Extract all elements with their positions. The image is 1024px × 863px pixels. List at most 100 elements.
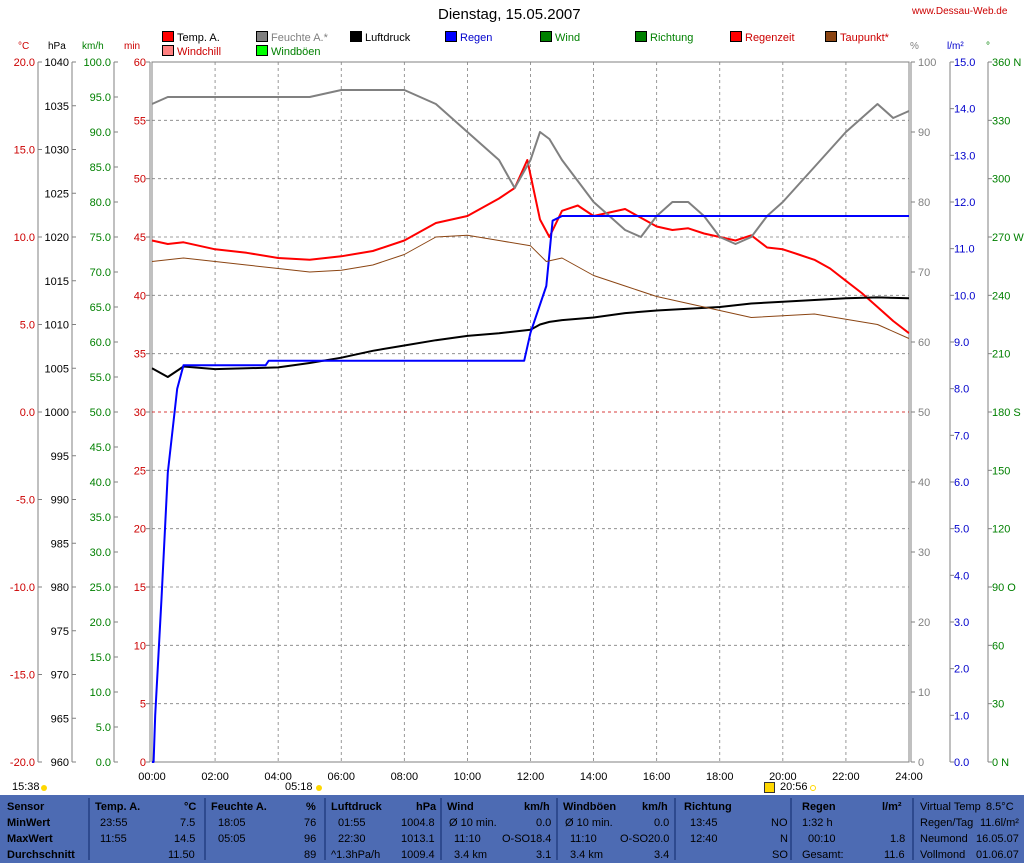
legend-taupunkt-label: Taupunkt* <box>840 32 889 44</box>
stats-richtung-column: Richtung 13:45 NO 12:40 N SO <box>678 795 790 863</box>
x-tick-label: 24:00 <box>895 771 923 780</box>
rain-axis-tick-label: 7.0 <box>954 430 969 442</box>
pressure-axis-tick-label: 1005 <box>45 363 69 375</box>
stats-separator <box>88 798 90 860</box>
legend-windboeen-label: Windböen <box>271 46 321 58</box>
stats-row-avg-label: Durchschnitt <box>7 849 75 861</box>
temp-axis-tick-label: -5.0 <box>16 495 35 507</box>
temp-axis-tick-label: 20.0 <box>14 57 35 69</box>
stats-windboeen-avg-value: 3.4 <box>654 849 670 861</box>
stats-sensor-column: Sensor MinWert MaxWert Durchschnitt <box>0 795 88 863</box>
stats-luftdruck-avg-value: 1009.4 <box>401 849 435 861</box>
stats-temp-max-value: 14.5 <box>174 833 196 845</box>
pressure-axis-tick-label: 995 <box>51 451 69 463</box>
stats-wind-max-value: 18.4 <box>530 833 552 845</box>
moon-icon <box>764 782 775 793</box>
direction-axis-tick-label: 210 <box>992 349 1010 361</box>
rain-axis-tick-label: 8.0 <box>954 384 969 396</box>
stats-luftdruck-min-value: 1004.8 <box>401 817 435 829</box>
stats-feuchte-min-time: 18:05 <box>218 817 246 829</box>
legend-feuchte: Feuchte A.* <box>256 31 328 44</box>
x-tick-label: 16:00 <box>643 771 671 780</box>
unit-temp: °C <box>18 41 30 52</box>
stats-regen-total-value: 11.6 <box>884 849 905 861</box>
wind-axis-tick-label: 55.0 <box>90 372 111 384</box>
stats-neumond-label: Neumond <box>920 833 968 845</box>
x-tick-label: 10:00 <box>454 771 482 780</box>
x-tick-label: 08:00 <box>391 771 419 780</box>
stats-richtung-min-dir: NO <box>771 817 788 829</box>
stats-temp-unit: °C <box>184 801 197 813</box>
stats-richtung-min-time: 13:45 <box>690 817 718 829</box>
direction-axis-tick-label: 360 N <box>992 57 1021 69</box>
stats-regen-tag-label: Regen/Tag <box>920 817 974 829</box>
time-marker-row: 15:38 05:18 20:56 <box>0 780 1024 795</box>
stats-temp-min-value: 7.5 <box>180 817 196 829</box>
stats-windboeen-max-time: 11:10 <box>570 833 597 845</box>
stats-luftdruck-max-time: 22:30 <box>338 833 366 845</box>
stats-temp-head: Temp. A. <box>95 801 141 813</box>
wind-axis-tick-label: 15.0 <box>90 652 111 664</box>
stats-richtung-head: Richtung <box>684 801 732 813</box>
pressure-axis-tick-label: 970 <box>51 670 69 682</box>
rain-axis-tick-label: 5.0 <box>954 524 969 536</box>
sunrise-icon <box>316 785 322 791</box>
min-axis-tick-label: 60 <box>134 57 146 69</box>
stats-windboeen-max-value: 20.0 <box>648 833 670 845</box>
stats-feuchte-min-value: 76 <box>304 817 317 829</box>
stats-row-max-label: MaxWert <box>7 833 53 845</box>
rain-axis-tick-label: 4.0 <box>954 570 969 582</box>
wind-axis-tick-label: 0.0 <box>96 757 111 769</box>
x-tick-label: 06:00 <box>327 771 355 780</box>
min-axis-tick-label: 25 <box>134 465 146 477</box>
stats-regen-total-label: Gesamt: <box>802 849 844 861</box>
stats-regen-max-time: 00:10 <box>808 833 836 845</box>
stats-separator <box>790 798 792 860</box>
legend-feuchte-swatch <box>256 31 268 42</box>
x-tick-label: 14:00 <box>580 771 608 780</box>
wind-axis-tick-label: 45.0 <box>90 442 111 454</box>
stats-regen-tag-value: 11.6l/m² <box>980 817 1019 829</box>
stats-regen-duration: 1:32 h <box>802 817 833 829</box>
legend-temp-label: Temp. A. <box>177 32 220 44</box>
stats-richtung-max-time: 12:40 <box>690 833 718 845</box>
stats-separator <box>440 798 442 860</box>
stats-feuchte-column: Feuchte A. % 18:05 76 05:05 96 89 <box>208 795 324 863</box>
direction-axis-tick-label: 60 <box>992 640 1004 652</box>
legend-richtung: Richtung <box>635 31 693 44</box>
wind-axis-tick-label: 60.0 <box>90 337 111 349</box>
pressure-axis-tick-label: 980 <box>51 582 69 594</box>
wind-axis-tick-label: 70.0 <box>90 267 111 279</box>
sunset-icon <box>810 785 816 791</box>
stats-virtual-temp-value: 8.5°C <box>986 801 1014 813</box>
site-link[interactable]: www.Dessau-Web.de <box>912 6 1008 17</box>
legend-regenzeit-label: Regenzeit <box>745 32 795 44</box>
stats-vollmond-value: 01.06.07 <box>976 849 1019 861</box>
stats-luftdruck-unit: hPa <box>416 801 437 813</box>
wind-axis-tick-label: 50.0 <box>90 407 111 419</box>
stats-sensor-head: Sensor <box>7 801 45 813</box>
unit-wind: km/h <box>82 41 104 52</box>
direction-axis-tick-label: 120 <box>992 524 1010 536</box>
pressure-axis-tick-label: 985 <box>51 538 69 550</box>
humidity-axis-tick-label: 60 <box>918 337 930 349</box>
pressure-axis-tick-label: 1035 <box>45 101 69 113</box>
stats-windboeen-avg10-label: Ø 10 min. <box>565 817 613 829</box>
temp-axis-tick-label: 0.0 <box>20 407 35 419</box>
wind-axis-tick-label: 75.0 <box>90 232 111 244</box>
direction-axis-tick-label: 270 W <box>992 232 1024 244</box>
rain-axis-tick-label: 3.0 <box>954 617 969 629</box>
stats-luftdruck-min-time: 01:55 <box>338 817 366 829</box>
min-axis-tick-label: 55 <box>134 115 146 127</box>
legend-wind-label: Wind <box>555 32 581 44</box>
stats-row-min-label: MinWert <box>7 817 51 829</box>
rain-axis-tick-label: 6.0 <box>954 477 969 489</box>
stats-wind-avg10-value: 0.0 <box>536 817 552 829</box>
stats-feuchte-avg-value: 89 <box>304 849 317 861</box>
min-axis-tick-label: 45 <box>134 232 146 244</box>
stats-windboeen-unit: km/h <box>642 801 668 813</box>
temp-axis-tick-label: 10.0 <box>14 232 35 244</box>
start-sun-icon <box>41 785 47 791</box>
sunrise-time: 05:18 <box>285 781 313 793</box>
unit-direction: ° <box>986 41 990 52</box>
